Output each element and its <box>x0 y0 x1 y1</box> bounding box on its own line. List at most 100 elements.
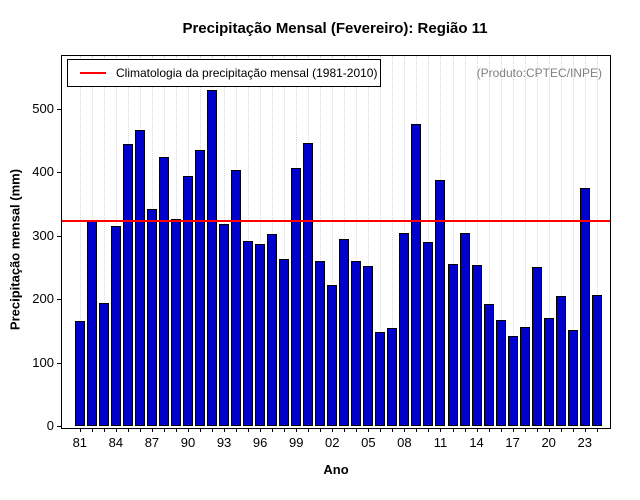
y-tick-label-400: 400 <box>32 164 54 179</box>
x-tick-1982 <box>91 428 93 432</box>
bar-1999 <box>291 168 302 426</box>
x-axis-title: Ano <box>323 462 349 477</box>
x-tick-1991 <box>200 428 202 432</box>
bar-2023 <box>579 188 590 426</box>
chart-title: Precipitação Mensal (Fevereiro): Região … <box>182 20 488 37</box>
x-tick-1995 <box>248 428 250 432</box>
bar-2012 <box>447 264 458 426</box>
x-tick-2015 <box>488 428 490 432</box>
legend: Climatologia da precipitação mensal (198… <box>67 59 381 87</box>
bar-2003 <box>339 239 350 426</box>
x-tick-2022 <box>572 428 574 432</box>
bar-1989 <box>170 219 181 426</box>
x-tick-2010 <box>428 428 430 432</box>
x-tick-2002 <box>332 428 334 432</box>
x-tick-1987 <box>151 428 153 432</box>
gridline-2018 <box>524 56 526 426</box>
bar-2004 <box>351 261 362 426</box>
x-tick-1990 <box>188 428 189 432</box>
x-tick-1996 <box>260 428 262 432</box>
x-tick-2000 <box>308 428 310 432</box>
bar-1990 <box>183 176 193 426</box>
gridline-2002 <box>332 56 334 426</box>
bar-1984 <box>110 226 121 426</box>
bar-2018 <box>519 327 530 426</box>
x-tick-label-1987: 87 <box>144 435 160 450</box>
legend-label: Climatologia da precipitação mensal (198… <box>116 66 378 80</box>
x-tick-1981 <box>79 428 81 432</box>
gridline-2007 <box>392 56 394 426</box>
x-tick-2008 <box>404 428 406 432</box>
gridline-2001 <box>320 56 322 426</box>
x-tick-1986 <box>139 428 141 432</box>
x-tick-1993 <box>224 428 226 432</box>
bar-1985 <box>122 144 133 426</box>
bar-2015 <box>483 304 494 426</box>
gridline-2016 <box>500 56 502 426</box>
bar-2013 <box>459 233 470 426</box>
x-tick-2019 <box>536 428 538 432</box>
x-tick-2001 <box>320 428 322 432</box>
x-tick-label-2002: 02 <box>325 435 340 450</box>
bar-1991 <box>195 150 206 426</box>
bar-2021 <box>555 296 566 426</box>
x-tick-label-1984: 84 <box>108 435 124 450</box>
bar-2002 <box>327 285 338 426</box>
bar-1982 <box>86 220 97 426</box>
bar-2005 <box>363 266 374 426</box>
x-tick-label-2017: 17 <box>505 435 520 450</box>
gridline-2012 <box>452 56 454 426</box>
x-tick-2004 <box>356 428 358 432</box>
gridline-2020 <box>548 56 550 426</box>
gridline-2010 <box>428 56 430 426</box>
gridline-2015 <box>488 56 490 426</box>
bar-1988 <box>158 157 169 426</box>
bar-2008 <box>399 233 410 426</box>
bar-2000 <box>303 143 314 426</box>
bar-1992 <box>207 90 218 426</box>
x-tick-2012 <box>452 428 454 432</box>
producer-annotation: (Produto:CPTEC/INPE) <box>476 66 602 80</box>
x-tick-1999 <box>296 428 298 432</box>
bar-2007 <box>387 328 398 426</box>
bar-2009 <box>411 124 422 426</box>
x-tick-1994 <box>236 428 238 432</box>
bar-1994 <box>231 170 242 426</box>
x-tick-label-1993: 93 <box>216 435 232 450</box>
x-tick-2006 <box>380 428 382 432</box>
bar-2010 <box>423 242 434 426</box>
plot-area: 81 84 87 90 93 96 99 02 05 08 11 14 17 20 23 0 100 200 300… <box>8 55 611 477</box>
bar-1996 <box>255 244 266 426</box>
x-tick-2011 <box>440 428 442 432</box>
x-tick-2003 <box>344 428 346 432</box>
gridline-2017 <box>512 56 514 426</box>
bar-1997 <box>267 234 278 426</box>
y-tick-500 <box>57 109 62 110</box>
x-tick-1997 <box>272 428 274 432</box>
x-tick-1998 <box>284 428 286 432</box>
bar-2016 <box>495 320 506 426</box>
x-tick-label-2011: 11 <box>433 435 448 450</box>
bar-1995 <box>243 241 254 426</box>
x-tick-2021 <box>560 428 562 432</box>
y-tick-label-500: 500 <box>32 101 54 116</box>
gridline-2005 <box>368 56 370 426</box>
bar-2020 <box>543 318 554 426</box>
bar-2019 <box>531 267 542 426</box>
x-tick-label-1981: 81 <box>72 435 88 450</box>
bar-1986 <box>134 130 145 426</box>
gridline-2022 <box>572 56 574 426</box>
x-tick-label-1999: 99 <box>288 435 304 450</box>
x-tick-2007 <box>392 428 394 432</box>
x-tick-2005 <box>368 428 370 432</box>
bar-1993 <box>219 224 230 426</box>
x-tick-1983 <box>103 428 105 432</box>
bar-1998 <box>279 259 290 426</box>
gridline-1981 <box>79 56 81 426</box>
x-tick-2016 <box>500 428 502 432</box>
gridline-2006 <box>380 56 382 426</box>
y-tick-300 <box>57 236 62 237</box>
x-tick-label-1990: 90 <box>180 435 196 450</box>
x-tick-label-2005: 05 <box>361 435 376 450</box>
